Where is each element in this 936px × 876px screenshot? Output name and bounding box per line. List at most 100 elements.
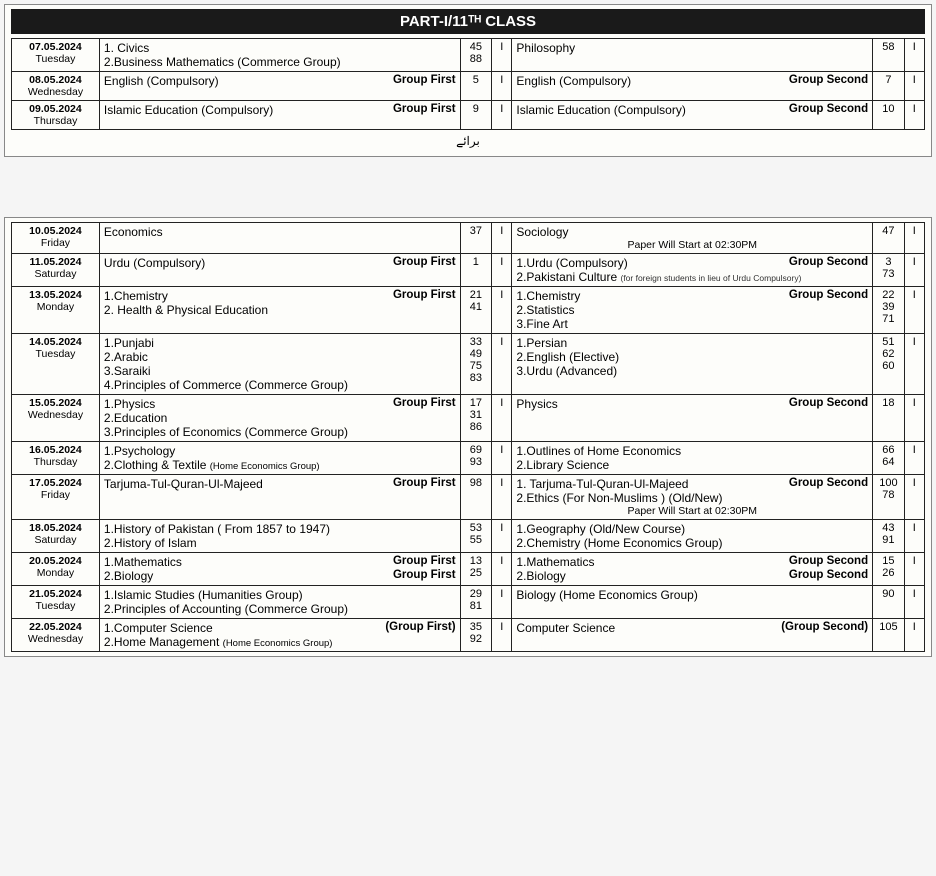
morning-code: 9 bbox=[460, 101, 492, 130]
date-cell: 13.05.2024Monday bbox=[12, 287, 100, 334]
morning-subjects: 1.Islamic Studies (Humanities Group)2.Pr… bbox=[99, 586, 460, 619]
table-row: 21.05.2024Tuesday1.Islamic Studies (Huma… bbox=[12, 586, 925, 619]
evening-subjects: 1.Persian2.English (Elective)3.Urdu (Adv… bbox=[512, 334, 873, 395]
morning-session: I bbox=[492, 475, 512, 520]
date-cell: 11.05.2024Saturday bbox=[12, 254, 100, 287]
evening-code: 373 bbox=[873, 254, 905, 287]
date-cell: 15.05.2024Wednesday bbox=[12, 395, 100, 442]
date-cell: 17.05.2024Friday bbox=[12, 475, 100, 520]
footer-urdu: برائے bbox=[11, 130, 925, 152]
evening-session: I bbox=[904, 586, 924, 619]
evening-session: I bbox=[904, 619, 924, 652]
evening-subjects: Group SecondPhysics bbox=[512, 395, 873, 442]
evening-code: 58 bbox=[873, 39, 905, 72]
date-cell: 18.05.2024Saturday bbox=[12, 520, 100, 553]
table-row: 09.05.2024ThursdayGroup FirstIslamic Edu… bbox=[12, 101, 925, 130]
evening-subjects: 1.Geography (Old/New Course)2.Chemistry … bbox=[512, 520, 873, 553]
evening-session: I bbox=[904, 39, 924, 72]
date-cell: 20.05.2024Monday bbox=[12, 553, 100, 586]
morning-code: 2981 bbox=[460, 586, 492, 619]
morning-subjects: Group FirstIslamic Education (Compulsory… bbox=[99, 101, 460, 130]
evening-session: I bbox=[904, 442, 924, 475]
evening-session: I bbox=[904, 223, 924, 254]
morning-subjects: 1.Psychology2.Clothing & Textile (Home E… bbox=[99, 442, 460, 475]
evening-subjects: Group SecondEnglish (Compulsory) bbox=[512, 72, 873, 101]
morning-session: I bbox=[492, 39, 512, 72]
evening-session: I bbox=[904, 520, 924, 553]
evening-code: 47 bbox=[873, 223, 905, 254]
morning-session: I bbox=[492, 223, 512, 254]
evening-code: 105 bbox=[873, 619, 905, 652]
header-band: PART-I/11ᵀᴴ CLASS bbox=[11, 9, 925, 34]
date-cell: 10.05.2024Friday bbox=[12, 223, 100, 254]
table-row: 11.05.2024SaturdayGroup FirstUrdu (Compu… bbox=[12, 254, 925, 287]
evening-subjects: Group Second1.MathematicsGroup Second2.B… bbox=[512, 553, 873, 586]
evening-code: 18 bbox=[873, 395, 905, 442]
morning-session: I bbox=[492, 72, 512, 101]
evening-session: I bbox=[904, 553, 924, 586]
date-cell: 09.05.2024Thursday bbox=[12, 101, 100, 130]
evening-code: 223971 bbox=[873, 287, 905, 334]
table-row: 17.05.2024FridayGroup FirstTarjuma-Tul-Q… bbox=[12, 475, 925, 520]
table-row: 18.05.2024Saturday1.History of Pakistan … bbox=[12, 520, 925, 553]
date-cell: 16.05.2024Thursday bbox=[12, 442, 100, 475]
morning-code: 4588 bbox=[460, 39, 492, 72]
date-cell: 08.05.2024Wednesday bbox=[12, 72, 100, 101]
evening-code: 6664 bbox=[873, 442, 905, 475]
morning-subjects: 1.History of Pakistan ( From 1857 to 194… bbox=[99, 520, 460, 553]
evening-session: I bbox=[904, 395, 924, 442]
table-row: 16.05.2024Thursday1.Psychology2.Clothing… bbox=[12, 442, 925, 475]
morning-session: I bbox=[492, 287, 512, 334]
morning-subjects: Economics bbox=[99, 223, 460, 254]
evening-code: 516260 bbox=[873, 334, 905, 395]
evening-session: I bbox=[904, 101, 924, 130]
schedule-table-1: 07.05.2024Tuesday1. Civics2.Business Mat… bbox=[11, 38, 925, 130]
evening-session: I bbox=[904, 475, 924, 520]
evening-session: I bbox=[904, 72, 924, 101]
morning-session: I bbox=[492, 395, 512, 442]
evening-subjects: SociologyPaper Will Start at 02:30PM bbox=[512, 223, 873, 254]
evening-subjects: Group Second1.Chemistry2.Statistics3.Fin… bbox=[512, 287, 873, 334]
date-cell: 21.05.2024Tuesday bbox=[12, 586, 100, 619]
morning-code: 6993 bbox=[460, 442, 492, 475]
morning-subjects: Group FirstUrdu (Compulsory) bbox=[99, 254, 460, 287]
morning-session: I bbox=[492, 586, 512, 619]
evening-code: 4391 bbox=[873, 520, 905, 553]
table-row: 08.05.2024WednesdayGroup FirstEnglish (C… bbox=[12, 72, 925, 101]
schedule-table-2: 10.05.2024FridayEconomics37ISociologyPap… bbox=[11, 222, 925, 652]
morning-subjects: Group First1.Physics2.Education3.Princip… bbox=[99, 395, 460, 442]
morning-subjects: (Group First)1.Computer Science2.Home Ma… bbox=[99, 619, 460, 652]
evening-code: 1526 bbox=[873, 553, 905, 586]
morning-code: 98 bbox=[460, 475, 492, 520]
table-row: 13.05.2024MondayGroup First1.Chemistry2.… bbox=[12, 287, 925, 334]
table-row: 22.05.2024Wednesday(Group First)1.Comput… bbox=[12, 619, 925, 652]
date-cell: 14.05.2024Tuesday bbox=[12, 334, 100, 395]
table-row: 10.05.2024FridayEconomics37ISociologyPap… bbox=[12, 223, 925, 254]
evening-subjects: Group Second1.Urdu (Compulsory)2.Pakista… bbox=[512, 254, 873, 287]
morning-code: 173186 bbox=[460, 395, 492, 442]
table-row: 15.05.2024WednesdayGroup First1.Physics2… bbox=[12, 395, 925, 442]
morning-code: 3592 bbox=[460, 619, 492, 652]
morning-subjects: Group First1.MathematicsGroup First2.Bio… bbox=[99, 553, 460, 586]
morning-session: I bbox=[492, 254, 512, 287]
morning-session: I bbox=[492, 520, 512, 553]
evening-subjects: (Group Second)Computer Science bbox=[512, 619, 873, 652]
date-cell: 22.05.2024Wednesday bbox=[12, 619, 100, 652]
table-row: 20.05.2024MondayGroup First1.Mathematics… bbox=[12, 553, 925, 586]
morning-subjects: Group First1.Chemistry2. Health & Physic… bbox=[99, 287, 460, 334]
morning-subjects: Group FirstEnglish (Compulsory) bbox=[99, 72, 460, 101]
morning-code: 5 bbox=[460, 72, 492, 101]
evening-code: 90 bbox=[873, 586, 905, 619]
morning-session: I bbox=[492, 553, 512, 586]
morning-code: 5355 bbox=[460, 520, 492, 553]
evening-code: 10 bbox=[873, 101, 905, 130]
morning-code: 1325 bbox=[460, 553, 492, 586]
morning-code: 2141 bbox=[460, 287, 492, 334]
evening-subjects: Group SecondIslamic Education (Compulsor… bbox=[512, 101, 873, 130]
evening-subjects: Philosophy bbox=[512, 39, 873, 72]
morning-session: I bbox=[492, 442, 512, 475]
evening-code: 10078 bbox=[873, 475, 905, 520]
evening-subjects: Biology (Home Economics Group) bbox=[512, 586, 873, 619]
evening-session: I bbox=[904, 287, 924, 334]
evening-code: 7 bbox=[873, 72, 905, 101]
